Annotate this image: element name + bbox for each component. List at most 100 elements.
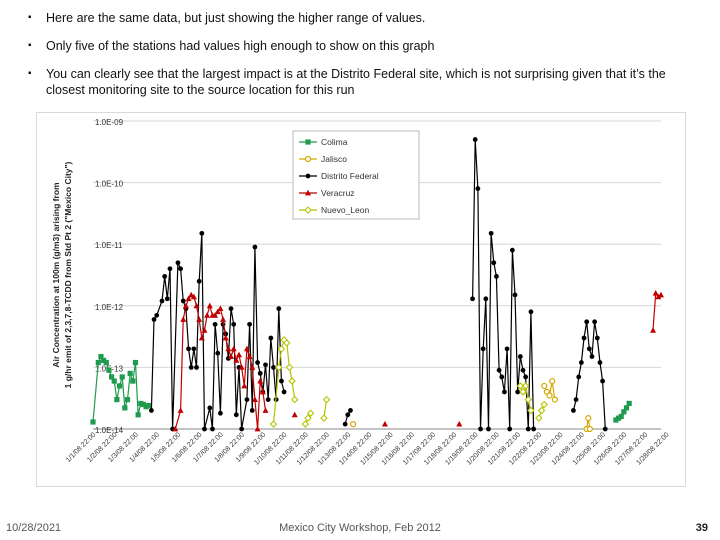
legend-entry: Colima — [321, 137, 348, 147]
data-point-nuevo-leon — [541, 401, 547, 407]
data-point-distrito-federal — [470, 296, 475, 301]
data-point-colima — [96, 360, 101, 365]
bullet-marker: ▪ — [28, 10, 46, 26]
bullet-item: ▪ Only five of the stations had values h… — [28, 38, 698, 54]
data-point-veracruz — [220, 316, 226, 322]
data-point-distrito-federal — [263, 362, 268, 367]
data-point-distrito-federal — [191, 346, 196, 351]
data-point-colima — [128, 371, 133, 376]
data-point-distrito-federal — [505, 346, 510, 351]
data-point-distrito-federal — [207, 406, 212, 411]
data-point-distrito-federal — [494, 274, 499, 279]
data-point-jalisco — [542, 383, 547, 388]
data-point-veracruz — [650, 327, 656, 333]
data-point-nuevo-leon — [278, 346, 284, 352]
data-point-distrito-federal — [189, 365, 194, 370]
data-point-distrito-federal — [571, 408, 576, 413]
data-point-nuevo-leon — [289, 378, 295, 384]
data-point-colima — [136, 412, 141, 417]
data-point-colima — [125, 397, 130, 402]
legend-entry: Nuevo_Leon — [321, 205, 369, 215]
data-point-distrito-federal — [213, 322, 218, 327]
data-point-distrito-federal — [210, 427, 215, 432]
data-point-jalisco — [586, 416, 591, 421]
bullet-text: You can clearly see that the largest imp… — [46, 66, 698, 98]
data-point-colima — [120, 374, 125, 379]
data-point-distrito-federal — [276, 306, 281, 311]
data-point-distrito-federal — [481, 346, 486, 351]
legend-marker — [306, 157, 311, 162]
bullet-list: ▪ Here are the same data, but just showi… — [28, 10, 698, 110]
data-point-nuevo-leon — [321, 415, 327, 421]
data-point-distrito-federal — [160, 299, 165, 304]
data-point-distrito-federal — [250, 408, 255, 413]
data-point-distrito-federal — [491, 260, 496, 265]
data-point-colima — [117, 383, 122, 388]
data-point-distrito-federal — [282, 390, 287, 395]
data-point-distrito-federal — [529, 309, 534, 314]
data-point-distrito-federal — [473, 137, 478, 142]
data-point-nuevo-leon — [520, 389, 526, 395]
y-tick-label: 1.0E-12 — [95, 303, 124, 312]
data-point-distrito-federal — [576, 375, 581, 380]
data-point-distrito-federal — [199, 231, 204, 236]
data-point-colima — [90, 419, 95, 424]
data-point-distrito-federal — [497, 368, 502, 373]
bullet-item: ▪ Here are the same data, but just showi… — [28, 10, 698, 26]
data-point-distrito-federal — [523, 375, 528, 380]
data-point-veracruz — [231, 346, 237, 352]
data-point-distrito-federal — [215, 351, 220, 356]
data-point-colima — [133, 360, 138, 365]
data-point-jalisco — [552, 397, 557, 402]
data-point-distrito-federal — [266, 397, 271, 402]
data-point-distrito-federal — [154, 313, 159, 318]
bullet-marker: ▪ — [28, 38, 46, 54]
data-point-distrito-federal — [592, 319, 597, 324]
data-point-veracruz — [247, 353, 253, 359]
legend-entry: Distrito Federal — [321, 171, 379, 181]
legend-entry: Jalisco — [321, 154, 347, 164]
data-point-colima — [146, 403, 151, 408]
data-point-nuevo-leon — [324, 397, 330, 403]
data-point-veracruz — [263, 407, 269, 413]
data-point-distrito-federal — [218, 411, 223, 416]
data-point-veracruz — [199, 335, 205, 341]
data-point-distrito-federal — [478, 427, 483, 432]
data-point-nuevo-leon — [270, 421, 276, 427]
data-point-veracruz — [201, 327, 207, 333]
data-point-distrito-federal — [345, 412, 350, 417]
data-point-distrito-federal — [513, 293, 518, 298]
page-number: 39 — [696, 522, 708, 534]
data-point-veracruz — [382, 421, 388, 427]
bullet-text: Here are the same data, but just showing… — [46, 10, 698, 26]
data-point-veracruz — [257, 378, 263, 384]
data-point-veracruz — [223, 335, 229, 341]
data-point-veracruz — [292, 412, 298, 418]
data-point-colima — [112, 378, 117, 383]
data-point-distrito-federal — [579, 360, 584, 365]
data-point-distrito-federal — [149, 408, 154, 413]
data-point-distrito-federal — [600, 379, 605, 384]
data-point-distrito-federal — [483, 296, 488, 301]
bullet-text: Only five of the stations had values hig… — [46, 38, 698, 54]
legend-marker — [305, 139, 310, 144]
chart-frame: 1.0E-091.0E-101.0E-111.0E-121.0E-131.0E-… — [36, 112, 686, 487]
data-point-distrito-federal — [255, 360, 260, 365]
data-point-distrito-federal — [526, 427, 531, 432]
data-point-jalisco — [547, 393, 552, 398]
data-point-distrito-federal — [279, 379, 284, 384]
data-point-distrito-federal — [239, 427, 244, 432]
data-point-distrito-federal — [178, 266, 183, 271]
data-point-jalisco — [587, 427, 592, 432]
data-point-distrito-federal — [521, 368, 526, 373]
data-point-veracruz — [236, 352, 242, 358]
data-point-veracruz — [180, 316, 186, 322]
y-axis-label: Air Concentration at 100m (g/m3) arising… — [51, 161, 73, 388]
data-point-jalisco — [550, 379, 555, 384]
y-tick-label: 1.0E-11 — [95, 241, 123, 250]
data-point-colima — [114, 397, 119, 402]
data-point-distrito-federal — [268, 336, 273, 341]
data-point-veracruz — [178, 407, 184, 413]
legend-marker — [306, 174, 311, 179]
data-point-colima — [106, 368, 111, 373]
